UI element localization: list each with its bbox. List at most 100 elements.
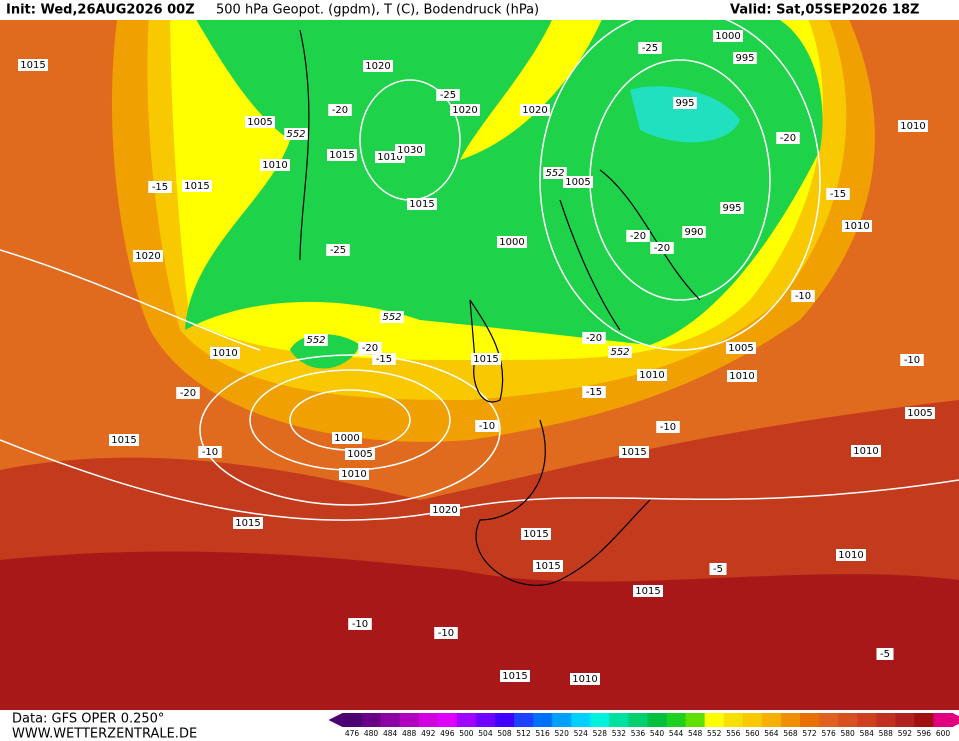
colorbar-swatch	[475, 713, 496, 727]
label-box	[842, 220, 872, 232]
isobar-label: 1020	[432, 505, 457, 516]
label-box	[726, 342, 756, 354]
label-box	[198, 446, 222, 458]
colorbar-label: 508	[497, 729, 512, 738]
isobar-label: -20	[654, 243, 670, 254]
colorbar-label: 516	[535, 729, 550, 738]
isobar-label: 1010	[729, 371, 754, 382]
colorbar-swatch	[876, 713, 896, 727]
label-box	[372, 353, 396, 365]
init-time: Init: Wed,26AUG2026 00Z	[6, 3, 195, 18]
isobar-label: 1020	[135, 251, 160, 262]
colorbar-swatch	[342, 713, 363, 727]
isobar-label: 1015	[635, 586, 660, 597]
isobar-label: 1005	[565, 177, 590, 188]
label-box	[727, 370, 757, 382]
isobar-label: -20	[780, 133, 796, 144]
colorbar-label: 504	[478, 729, 493, 738]
colorbar-swatch	[780, 713, 801, 727]
label-box	[898, 120, 928, 132]
label-box	[533, 560, 563, 572]
colorbar-label: 524	[574, 729, 589, 738]
site: WWW.WETTERZENTRALE.DE	[12, 727, 197, 741]
isobar-label: -20	[586, 333, 602, 344]
label-box	[682, 226, 706, 238]
label-box	[327, 149, 357, 161]
coastlines	[299, 29, 701, 586]
isobar-label: 1010	[838, 550, 863, 561]
isobar-label: 1010	[377, 152, 402, 163]
label-box	[345, 448, 375, 460]
isobar-label: 1010	[262, 160, 287, 171]
isobar-label: 1015	[502, 671, 527, 682]
label-box	[709, 563, 727, 575]
colorbar-label: 588	[879, 729, 894, 738]
colorbar-swatch	[685, 713, 706, 727]
label-box	[543, 167, 567, 179]
colorbar-label: 596	[917, 729, 932, 738]
colorbar-label: 500	[459, 729, 474, 738]
label-box	[434, 627, 458, 639]
isobar-label: -25	[642, 43, 658, 54]
isobar-label: -5	[880, 649, 890, 660]
label-box	[304, 334, 328, 346]
colorbar-swatch	[895, 713, 915, 727]
label-box	[348, 618, 372, 630]
colorbar-swatch	[666, 713, 687, 727]
isobar-label: -20	[180, 388, 196, 399]
isobar-label: 1015	[111, 435, 136, 446]
isobar-label: 552	[286, 129, 305, 140]
colorbar-label: 488	[402, 729, 417, 738]
isobar-label: 1020	[522, 105, 547, 116]
label-box	[233, 517, 263, 529]
colorbar-label: 552	[707, 729, 722, 738]
colorbar-swatch	[819, 713, 839, 727]
label-box	[18, 59, 48, 71]
label-box	[776, 132, 800, 144]
isobar-label: 552	[306, 335, 325, 346]
colorbar-label: 480	[364, 729, 379, 738]
label-box	[673, 97, 697, 109]
colorbar-label: 528	[593, 729, 608, 738]
isobar-label: 552	[382, 312, 401, 323]
label-box	[905, 407, 935, 419]
isobar-label: -10	[660, 422, 676, 433]
label-box	[395, 144, 425, 156]
isobar-label: 1010	[900, 121, 925, 132]
colorbar-label: 584	[860, 729, 875, 738]
cyan-cell	[630, 86, 740, 143]
colorbar-label: 576	[821, 729, 836, 738]
isobar-label: -10	[438, 628, 454, 639]
label-box	[608, 346, 632, 358]
label-box	[326, 244, 350, 256]
colorbar-label: 556	[726, 729, 741, 738]
hot-zone	[0, 551, 959, 710]
colorbar-label: 540	[650, 729, 665, 738]
label-box	[328, 104, 352, 116]
colorbar-swatch	[857, 713, 877, 727]
label-box	[497, 236, 527, 248]
colorbar: 476 480 484 488 492 496 500 504 508 512 516 520 524 5…	[328, 713, 959, 738]
isobar-label: 995	[675, 98, 694, 109]
colorbar-swatch	[628, 713, 648, 727]
colorbar-label: 536	[631, 729, 646, 738]
isobar-label: 1030	[397, 145, 422, 156]
isobar-label: -25	[330, 245, 346, 256]
label-box	[182, 180, 212, 192]
label-box	[380, 311, 404, 323]
colorbar-swatch	[742, 713, 763, 727]
colorbar-label: 520	[555, 729, 570, 738]
label-box	[791, 290, 815, 302]
colorbar-label: 560	[745, 729, 760, 738]
colorbar-swatch	[533, 713, 553, 727]
isobar-label: 1020	[452, 105, 477, 116]
colorbar-swatch	[933, 713, 954, 727]
isobar-label: 1010	[212, 348, 237, 359]
isobar-label: 1015	[235, 518, 260, 529]
colorbar-label: 496	[440, 729, 455, 738]
isobar-label: 1000	[499, 237, 524, 248]
label-box	[284, 128, 308, 140]
data-source: Data: GFS OPER 0.250°	[12, 712, 164, 727]
